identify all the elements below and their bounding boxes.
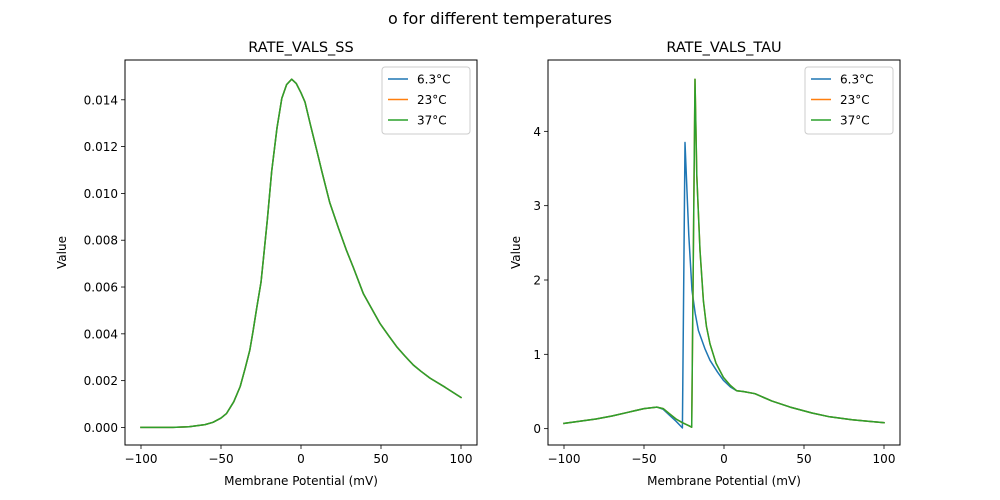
y-tick-label: 0.004: [84, 327, 118, 341]
y-tick-label: 2: [533, 274, 541, 288]
legend-frame: [381, 66, 471, 135]
y-tick-label: 0.010: [84, 187, 118, 201]
y-tick-label: 1: [533, 348, 541, 362]
axes-title: RATE_VALS_TAU: [666, 40, 781, 56]
y-tick-label: 3: [533, 199, 541, 213]
x-tick-label: −50: [631, 452, 656, 466]
legend-item: 6.3°C: [388, 73, 450, 87]
y-tick-label: 0.000: [84, 421, 118, 435]
legend-frame: [804, 66, 894, 135]
figure-suptitle: o for different temperatures: [388, 9, 612, 28]
legend-item: 37°C: [811, 114, 870, 128]
x-tick-label: 100: [450, 452, 473, 466]
subplot-rate-vals-ss: RATE_VALS_SS −100 −50 0 50 100 0.000 0.002 0.004…: [55, 40, 478, 488]
x-tick-label: 50: [373, 452, 388, 466]
y-tick-label: 0.014: [84, 93, 118, 107]
legend-item: 6.3°C: [811, 73, 873, 87]
legend-label: 23°C: [840, 93, 870, 107]
legend-label: 23°C: [417, 93, 447, 107]
y-tick-label: 0.012: [84, 140, 118, 154]
plot-area: [140, 78, 463, 429]
series-line-37C: [140, 78, 463, 429]
y-tick-label: 0.002: [84, 374, 118, 388]
x-tick-label: 0: [720, 452, 728, 466]
series-line-37C: [563, 78, 885, 428]
x-axis-label: Membrane Potential (mV): [224, 474, 378, 488]
subplot-rate-vals-tau: RATE_VALS_TAU −100 −50 0 50 100 0 1 2 3 4 Membrane …: [509, 40, 901, 488]
legend-item: 23°C: [811, 93, 870, 107]
x-tick-label: 0: [297, 452, 305, 466]
y-axis-label: Value: [509, 236, 523, 269]
plot-area: [563, 78, 885, 429]
x-tick-label: −100: [548, 452, 581, 466]
legend: 6.3°C 23°C 37°C: [381, 66, 471, 135]
series-line-6-3C: [563, 141, 885, 429]
x-tick-label: 100: [873, 452, 896, 466]
y-tick-label: 0.008: [84, 234, 118, 248]
x-axis-label: Membrane Potential (mV): [647, 474, 801, 488]
legend-label: 6.3°C: [840, 73, 873, 87]
x-tick-label: −100: [125, 452, 158, 466]
y-tick-label: 0: [533, 422, 541, 436]
legend-label: 37°C: [417, 114, 447, 128]
legend-label: 6.3°C: [417, 73, 450, 87]
y-tick-label: 0.006: [84, 281, 118, 295]
legend-item: 37°C: [388, 114, 447, 128]
axes-title: RATE_VALS_SS: [248, 40, 353, 56]
y-axis-label: Value: [55, 236, 69, 269]
legend-item: 23°C: [388, 93, 447, 107]
legend: 6.3°C 23°C 37°C: [804, 66, 894, 135]
legend-label: 37°C: [840, 114, 870, 128]
x-tick-label: 50: [796, 452, 811, 466]
y-tick-label: 4: [533, 125, 541, 139]
x-tick-label: −50: [208, 452, 233, 466]
